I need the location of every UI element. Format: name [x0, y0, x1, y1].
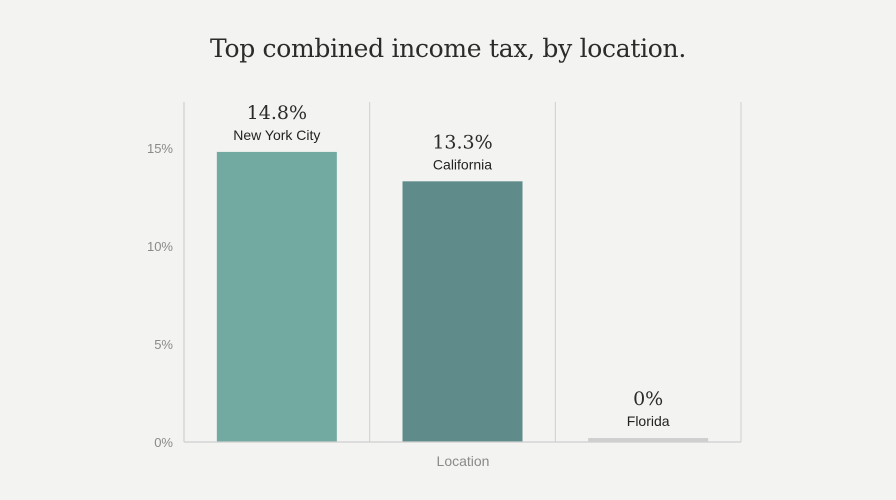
value-label: 14.8%	[247, 102, 307, 124]
y-tick-label: 0%	[154, 435, 173, 450]
category-label: California	[433, 156, 492, 172]
bars	[216, 151, 709, 443]
category-label: New York City	[233, 127, 320, 143]
y-axis-ticks: 0% 5% 10% 15%	[147, 141, 173, 450]
category-label: Florida	[627, 413, 670, 429]
chart-title: Top combined income tax, by location.	[210, 34, 686, 63]
bar	[588, 438, 709, 442]
grid-layer	[183, 102, 742, 442]
value-label: 0%	[633, 388, 663, 410]
value-label: 13.3%	[432, 131, 492, 153]
y-tick-label: 10%	[147, 239, 173, 254]
y-tick-label: 5%	[154, 337, 173, 352]
bar	[216, 151, 337, 443]
bar-labels: New York City 14.8% California 13.3% Florida…	[233, 102, 670, 429]
y-tick-label: 15%	[147, 141, 173, 156]
bar	[402, 181, 523, 442]
x-axis-title: Location	[437, 453, 490, 469]
